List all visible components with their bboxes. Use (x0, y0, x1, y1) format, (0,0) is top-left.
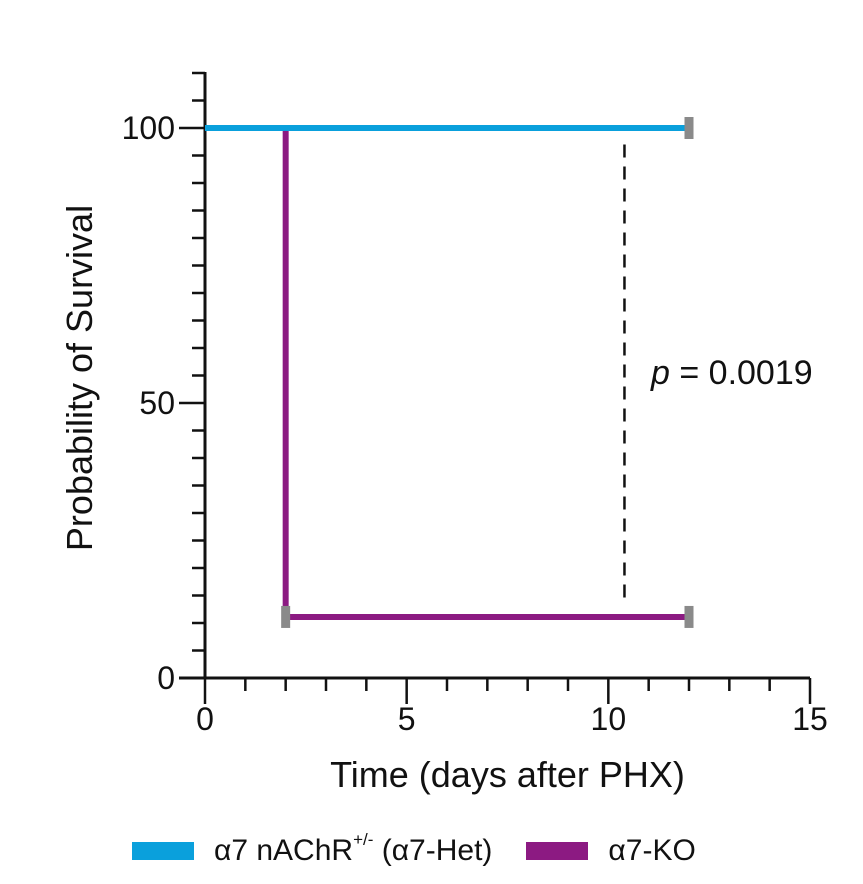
y-axis-title: Probability of Survival (59, 205, 100, 551)
x-axis-title: Time (days after PHX) (330, 754, 685, 795)
censor-mark-1 (281, 605, 291, 628)
legend-swatch (526, 842, 589, 860)
x-tick-label: 5 (398, 701, 416, 737)
x-tick-label: 10 (591, 701, 627, 737)
x-tick-label: 0 (196, 701, 214, 737)
legend-item-1: α7-KO (526, 834, 696, 868)
censor-mark-1 (684, 605, 694, 628)
p-value-annotation: p = 0.0019 (650, 354, 813, 392)
series-layer (205, 117, 694, 628)
survival-chart: 0 50 100 0 5 10 15 Time (days after PHX) Probabi… (59, 71, 828, 795)
legend-label: α7-KO (608, 834, 696, 867)
censor-mark-0 (684, 117, 694, 139)
legend-label: α7 nAChR+/- (α7-Het) (214, 830, 493, 867)
y-tick-label: 100 (122, 110, 175, 146)
legend-item-0: α7 nAChR+/- (α7-Het) (132, 830, 493, 868)
legend-swatch (132, 842, 194, 860)
annotation-layer: p = 0.0019 (623, 144, 813, 601)
y-tick-label: 50 (139, 385, 175, 421)
axes: 0 50 100 0 5 10 15 Time (days after PHX) Probabi… (59, 71, 828, 795)
series-line-1 (205, 125, 689, 620)
x-tick-label: 15 (792, 701, 828, 737)
legend: α7 nAChR+/- (α7-Het) α7-KO (132, 830, 730, 868)
y-tick-label: 0 (157, 660, 175, 696)
